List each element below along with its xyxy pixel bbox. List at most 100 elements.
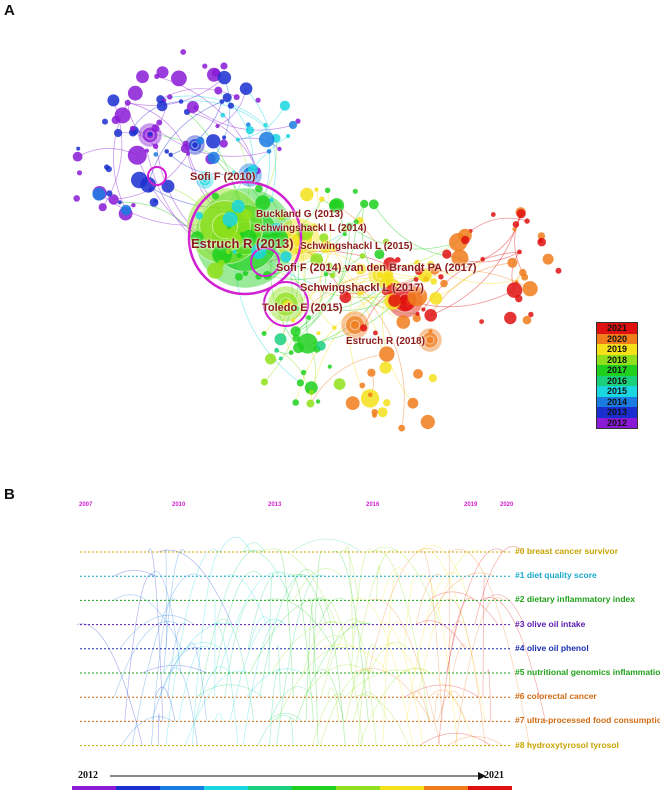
network-node (290, 326, 301, 337)
network-node (195, 211, 204, 220)
timeline-arc (376, 565, 381, 601)
network-node (355, 263, 366, 275)
network-node (341, 225, 348, 233)
network-node (288, 120, 298, 130)
network-node (360, 199, 369, 208)
network-node (344, 291, 349, 296)
timeline-arc (414, 548, 486, 722)
legend-2018: 2018 (597, 354, 637, 365)
network-hub-node (349, 319, 361, 331)
network-edge (186, 111, 259, 171)
network-node (329, 199, 342, 212)
cluster-label: #4 olive oil phenol (515, 642, 589, 653)
year-tick: 2013 (268, 502, 282, 508)
network-node (236, 252, 242, 258)
network-node (407, 286, 428, 307)
timeline-arc (446, 548, 505, 674)
legend-2017: 2017 (597, 365, 637, 376)
network-node (506, 282, 523, 298)
node-ring-estruch-2013 (187, 180, 303, 296)
timeline-color-bar-segment (468, 786, 512, 790)
network-node (374, 249, 385, 260)
timeline-arc (482, 574, 485, 698)
network-node (117, 200, 122, 205)
network-node (292, 399, 300, 406)
network-node (219, 99, 225, 104)
timeline-arc (214, 712, 224, 722)
timeline-arc (312, 693, 346, 746)
timeline-arcs (76, 536, 546, 746)
timeline-arc (165, 549, 220, 746)
network-node (233, 94, 240, 101)
timeline-arc (124, 574, 155, 722)
network-edge (213, 77, 231, 159)
network-node (72, 151, 83, 162)
timeline-arc (276, 647, 352, 722)
timeline-arc (157, 713, 160, 746)
network-node (306, 315, 311, 320)
network-node (180, 144, 190, 154)
network-node (430, 278, 438, 285)
network-node (199, 242, 205, 248)
cluster-label: #1 diet quality score (515, 570, 597, 581)
timeline-arc (429, 689, 467, 722)
network-edge (382, 281, 414, 404)
network-node (512, 227, 517, 232)
network-node (537, 232, 546, 240)
timeline-arc (406, 572, 460, 722)
timeline-arc (292, 574, 327, 625)
timeline-arc (131, 573, 201, 746)
network-node (339, 291, 352, 304)
timeline-arc (368, 598, 441, 746)
timeline-arc (446, 598, 486, 746)
network-edge (363, 279, 417, 329)
network-node (286, 133, 291, 139)
timeline-arc (350, 549, 373, 674)
timeline-arc (381, 567, 408, 601)
network-node (127, 85, 143, 101)
cluster-label: #7 ultra-processed food consumption (515, 715, 660, 726)
timeline-arc (447, 736, 504, 746)
network-node (291, 318, 296, 323)
timeline-arc (121, 716, 173, 746)
network-edge (310, 353, 387, 404)
network-node (154, 73, 160, 79)
network-node (245, 122, 251, 128)
network-node (274, 347, 279, 353)
network-node (360, 389, 380, 408)
timeline-arc (276, 645, 281, 698)
network-node (479, 319, 484, 324)
network-node (107, 94, 120, 107)
network-node (102, 118, 108, 125)
timeline-arc (291, 538, 362, 553)
timeline-arc (447, 620, 463, 649)
timeline-arc (420, 550, 443, 722)
legend-2019: 2019 (597, 344, 637, 355)
network-node (136, 70, 149, 84)
node-label: Buckland G (2013) (256, 209, 344, 220)
network-node (265, 353, 276, 365)
network-node (282, 300, 293, 311)
timeline-arc (415, 574, 442, 625)
network-node (414, 259, 420, 266)
network-node (114, 128, 123, 138)
timeline-arc (76, 623, 143, 746)
network-edge (160, 95, 266, 126)
timeline-arc (267, 713, 303, 722)
network-node (383, 399, 391, 407)
network-node (370, 264, 376, 269)
network-node (451, 249, 469, 267)
network-node (381, 271, 394, 285)
timeline-arc (184, 670, 249, 746)
legend-2020: 2020 (597, 333, 637, 344)
network-node (215, 123, 220, 129)
network-edge (278, 238, 293, 340)
network-node (320, 304, 326, 309)
network-hub-node (191, 141, 199, 149)
timeline-arc (345, 546, 354, 649)
network-node (266, 149, 272, 154)
network-hub-node (425, 335, 435, 345)
network-node (359, 253, 366, 259)
network-node (129, 125, 136, 132)
timeline-arc (246, 668, 303, 698)
